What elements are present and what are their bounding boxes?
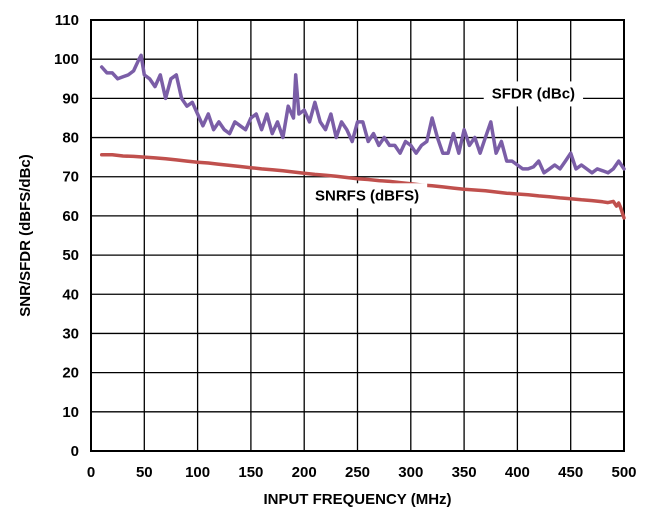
annotation-background — [483, 81, 584, 107]
x-tick-label: 250 — [345, 464, 370, 481]
y-tick-label: 70 — [62, 169, 79, 186]
series-annotation: SFDR (dBc) — [492, 85, 575, 102]
y-tick-label: 30 — [62, 325, 79, 342]
x-tick-label: 500 — [611, 464, 636, 481]
x-tick-label: 300 — [398, 464, 423, 481]
series-lines — [99, 53, 626, 220]
y-tick-label: 0 — [71, 443, 79, 460]
x-tick-label: 150 — [238, 464, 263, 481]
y-tick-label: 110 — [55, 12, 79, 29]
y-tick-label: 90 — [62, 90, 79, 107]
y-tick-label: 20 — [62, 365, 79, 382]
x-tick-label: 50 — [136, 464, 153, 481]
x-axis-title: INPUT FREQUENCY (MHz) — [263, 491, 451, 508]
plot-frame — [90, 19, 625, 452]
series-line-snrfs-dbfs — [99, 153, 626, 220]
x-tick-label: 450 — [558, 464, 583, 481]
annotation-background — [307, 183, 428, 209]
x-tick-label: 100 — [185, 464, 210, 481]
x-tick-labels: 0 50 100 150 200 250 300 350 400 450 500 — [87, 464, 637, 481]
x-tick-label: 400 — [505, 464, 530, 481]
x-tick-label: 0 — [87, 464, 95, 481]
y-tick-label: 60 — [62, 208, 79, 225]
y-tick-label: 100 — [54, 51, 79, 68]
x-tick-label: 350 — [452, 464, 477, 481]
y-tick-label: 80 — [62, 130, 79, 147]
y-tick-labels: 0 10 20 30 40 50 60 70 80 90 100 110 — [54, 12, 79, 460]
series-line-sfdr-dbc — [99, 53, 626, 175]
x-tick-label: 200 — [292, 464, 317, 481]
y-axis-title: SNR/SFDR (dBFS/dBc) — [17, 154, 34, 317]
series-annotations: SFDR (dBc) SNRFS (dBFS) — [307, 81, 584, 209]
y-tick-label: 50 — [62, 247, 79, 264]
y-tick-label: 10 — [62, 404, 79, 421]
y-tick-label: 40 — [62, 286, 79, 303]
series-annotation: SNRFS (dBFS) — [315, 187, 419, 204]
